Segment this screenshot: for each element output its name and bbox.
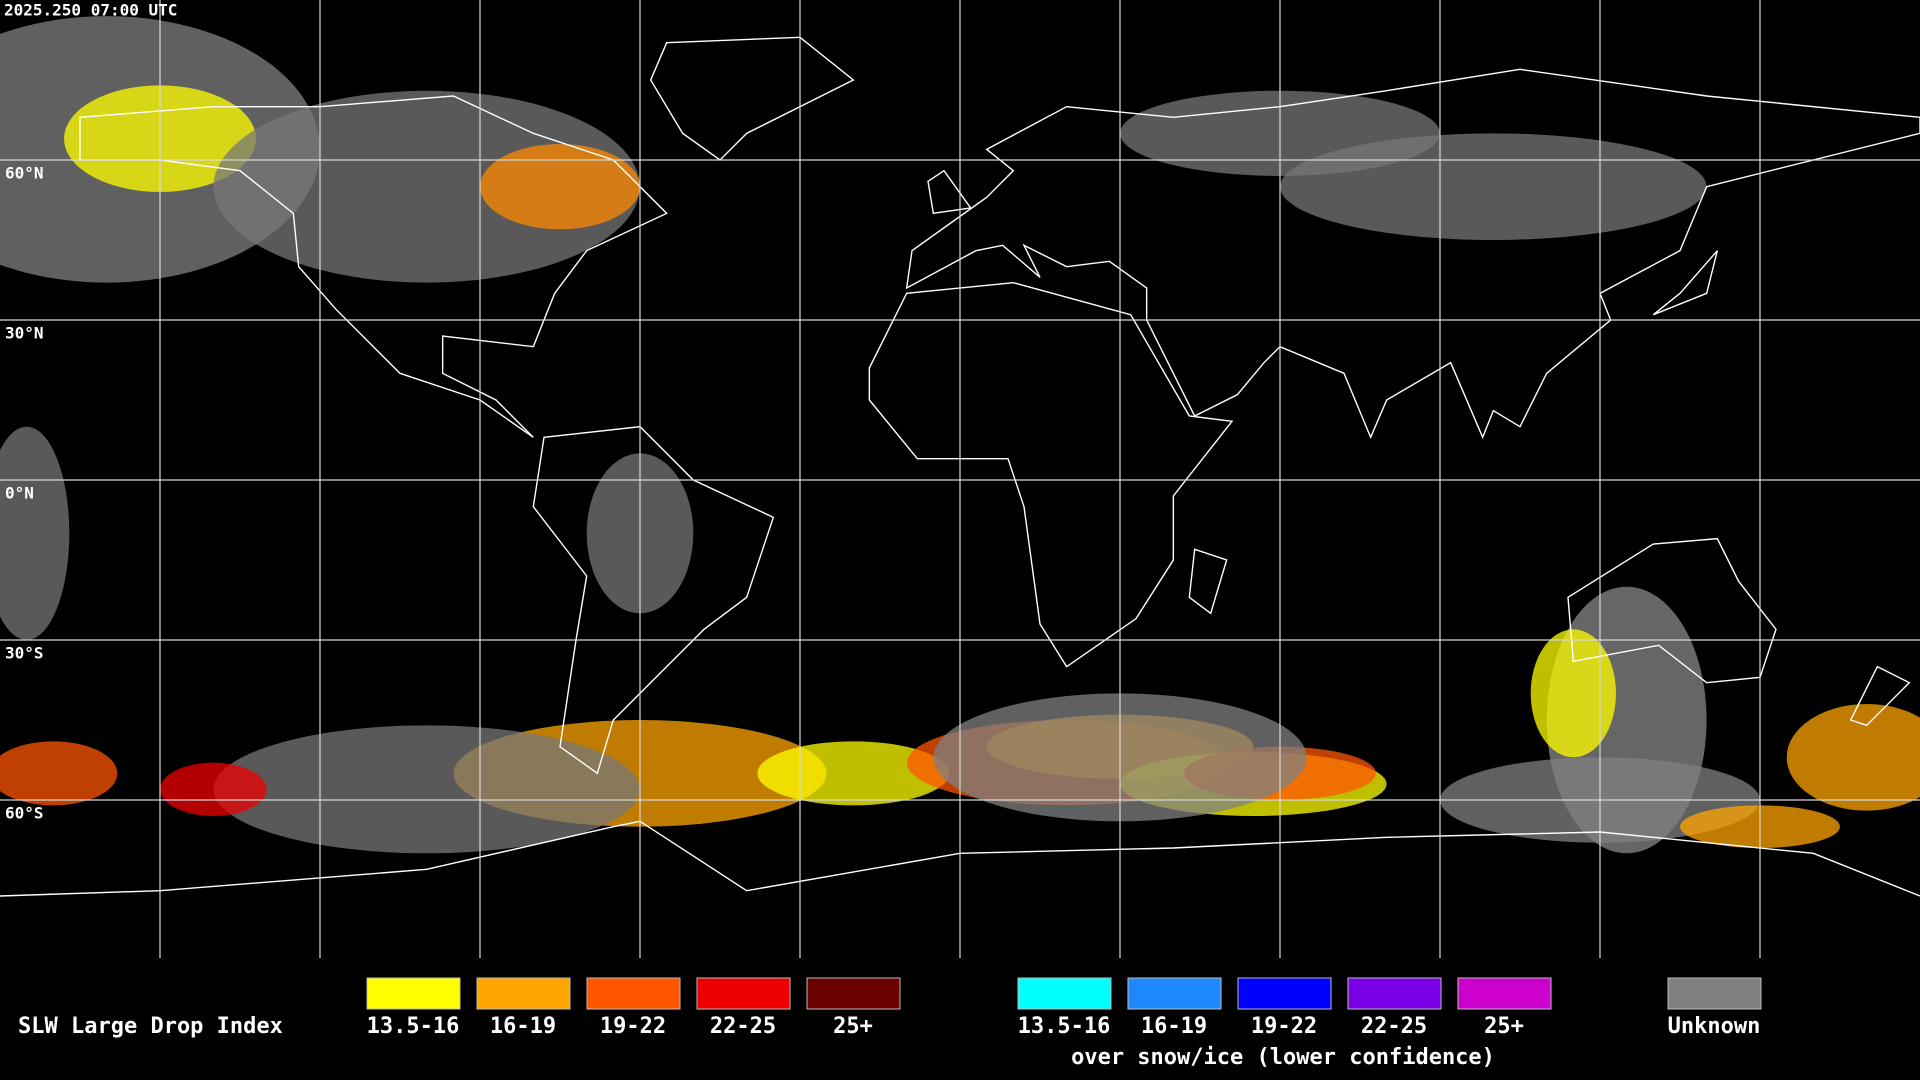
legend-swatch xyxy=(476,977,571,1010)
latitude-label: 60°N xyxy=(5,164,44,183)
legend: SLW Large Drop Index over snow/ice (lowe… xyxy=(18,977,1762,1070)
legend-swatch xyxy=(1347,977,1442,1010)
legend-label: 19-22 xyxy=(1251,1014,1317,1039)
coastline xyxy=(1188,548,1228,615)
latitude-label: 30°S xyxy=(5,644,44,663)
legend-label: 22-25 xyxy=(710,1014,776,1039)
legend-label: 25+ xyxy=(1484,1014,1524,1039)
legend-label: 16-19 xyxy=(1141,1014,1207,1039)
legend-swatch xyxy=(586,977,681,1010)
snow-caption: over snow/ice (lower confidence) xyxy=(1071,1045,1495,1070)
legend-swatch xyxy=(806,977,901,1010)
cloud-patch xyxy=(0,741,118,806)
legend-label: 22-25 xyxy=(1361,1014,1427,1039)
coastline xyxy=(79,95,668,438)
legend-swatch xyxy=(696,977,791,1010)
legend-swatch xyxy=(1017,977,1112,1010)
graticule: 60°N 30°N 0°N 30°S 60°S xyxy=(0,0,1920,958)
latitude-label: 0°N xyxy=(5,484,34,503)
cloud-patch xyxy=(757,741,950,806)
cloud-patch xyxy=(1786,704,1920,811)
legend-swatch xyxy=(1237,977,1332,1010)
cloud-patch xyxy=(213,725,640,854)
timestamp: 2025.250 07:00 UTC xyxy=(4,1,177,20)
legend-label: 13.5-16 xyxy=(367,1014,460,1039)
legend-swatch xyxy=(1127,977,1222,1010)
legend-label: 13.5-16 xyxy=(1018,1014,1111,1039)
coastline xyxy=(868,281,1234,668)
coastline xyxy=(0,820,1920,897)
legend-swatch xyxy=(1667,977,1762,1010)
legend-label: 16-19 xyxy=(490,1014,556,1039)
legend-label: Unknown xyxy=(1668,1014,1761,1039)
legend-title: SLW Large Drop Index xyxy=(18,1014,283,1039)
coastline xyxy=(532,425,775,775)
cloud-patch xyxy=(1530,629,1616,758)
coastline xyxy=(1567,537,1777,684)
legend-label: 25+ xyxy=(833,1014,873,1039)
coastline xyxy=(1849,665,1911,727)
cloud-patch xyxy=(480,144,640,230)
legend-swatch xyxy=(366,977,461,1010)
legend-label: 19-22 xyxy=(600,1014,666,1039)
coastline xyxy=(649,36,855,161)
cloud-patch xyxy=(160,762,267,816)
legend-swatch xyxy=(1457,977,1552,1010)
coastline xyxy=(927,169,972,215)
latitude-label: 60°S xyxy=(5,804,44,823)
latitude-label: 30°N xyxy=(5,324,44,343)
coastline xyxy=(1652,250,1719,316)
